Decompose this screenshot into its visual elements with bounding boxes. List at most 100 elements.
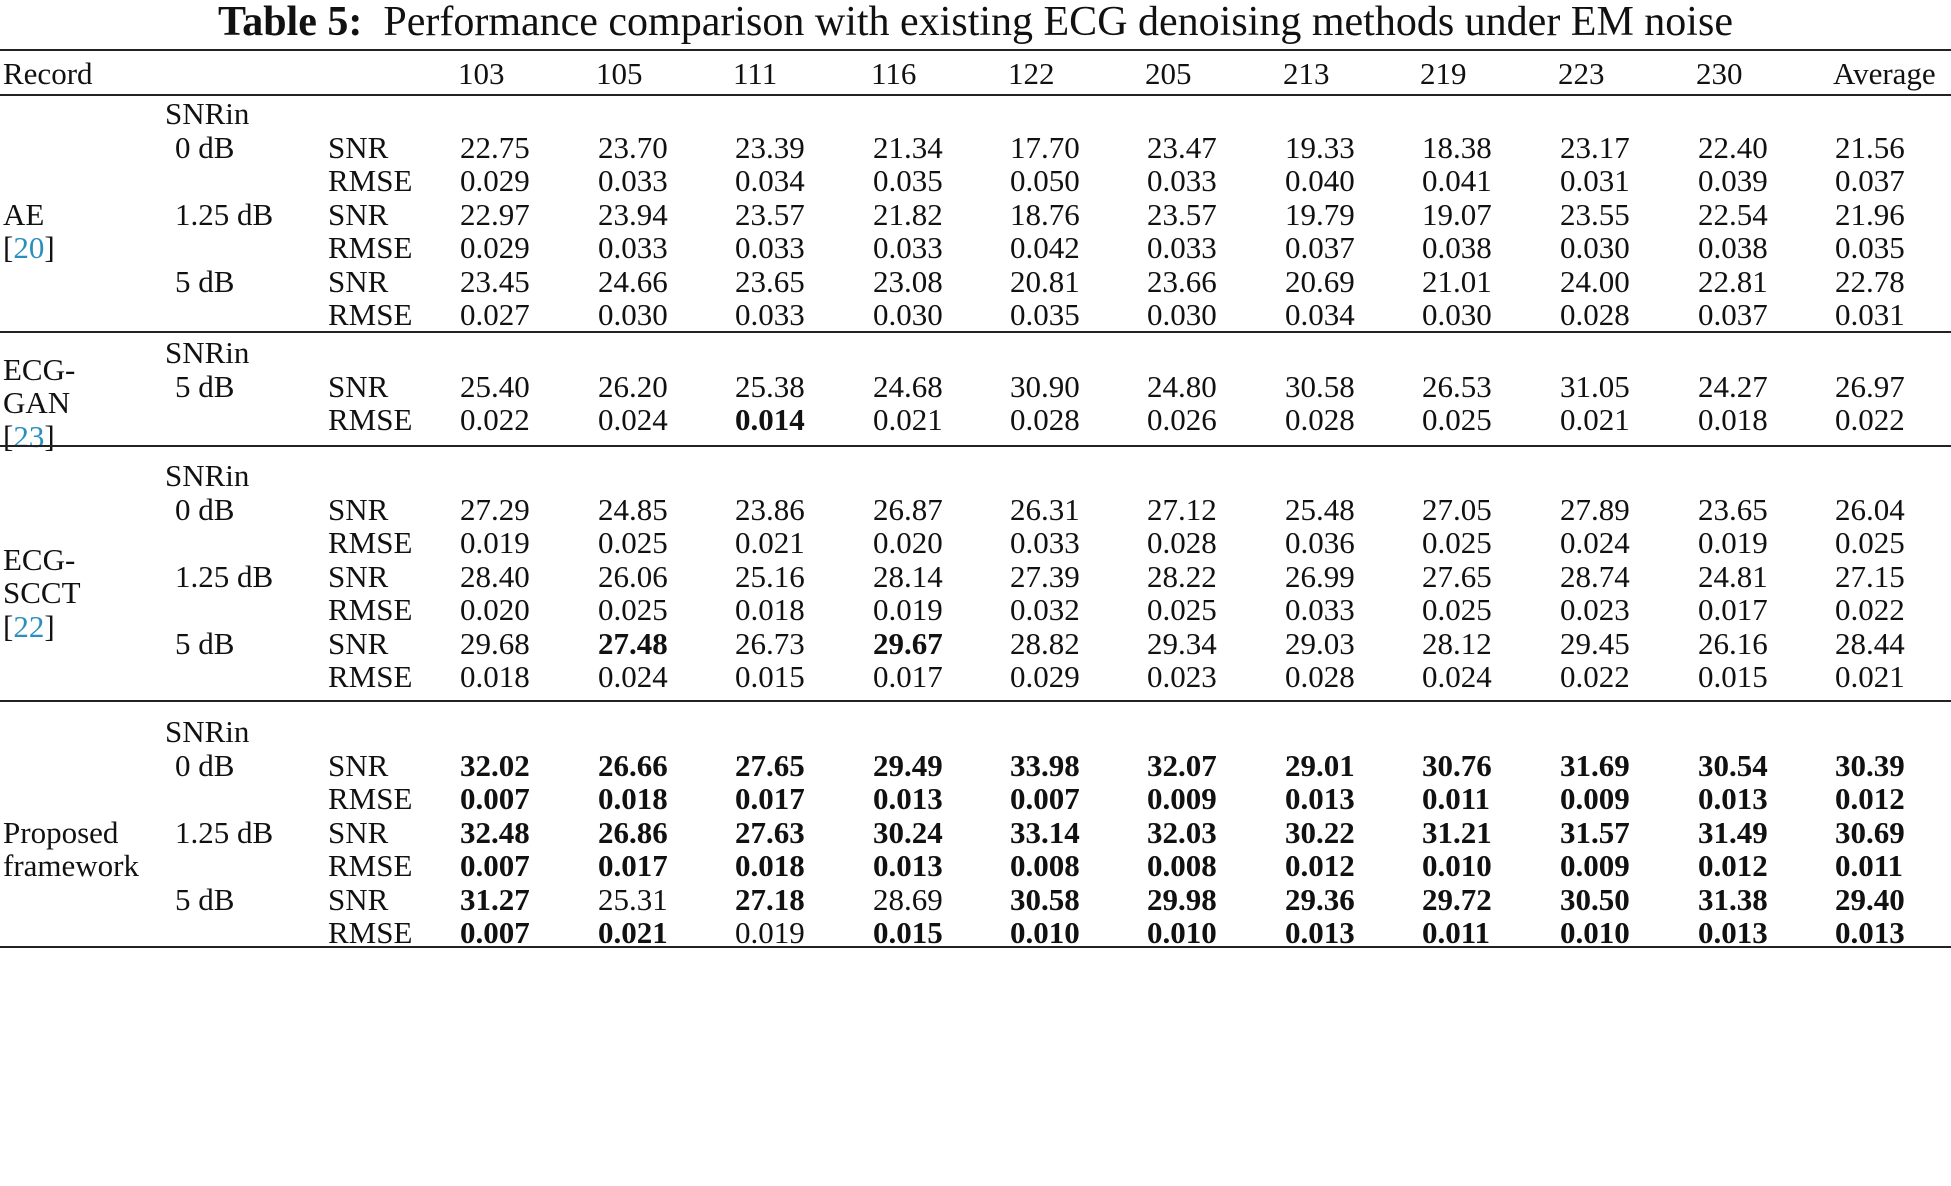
table-cell-value: 0.024 — [598, 402, 668, 437]
table-cell-value: 33.98 — [1010, 747, 1080, 783]
table-cell-value: 28.74 — [1560, 558, 1630, 594]
table-cell-value: 0.029 — [460, 230, 530, 265]
table-cell-value: 30.50 — [1560, 881, 1630, 917]
table-cell-value: 23.86 — [735, 491, 805, 527]
table-cell-value: 0.011 — [1422, 915, 1491, 950]
table-cell-value: 22.97 — [460, 196, 530, 232]
record-col-header: 230 — [1696, 56, 1743, 91]
table-cell-value: 32.03 — [1147, 814, 1217, 850]
record-col-header: 103 — [458, 56, 505, 91]
citation-link[interactable]: 20 — [13, 230, 45, 265]
table-cell-value: 0.023 — [1560, 592, 1630, 627]
table-cell-value: 0.009 — [1147, 781, 1217, 816]
table-cell-value: 0.041 — [1422, 163, 1492, 198]
group-rule — [0, 445, 1951, 447]
table-cell-value: 0.013 — [1698, 781, 1768, 816]
table-cell-value: 0.022 — [1560, 659, 1630, 694]
metric-label: SNR — [328, 747, 389, 783]
table-cell-value: 29.45 — [1560, 625, 1630, 661]
metric-label: SNR — [328, 881, 389, 917]
table-cell-value: 0.009 — [1560, 781, 1630, 816]
table-cell-value: 29.49 — [873, 747, 943, 783]
table-cell-value: 0.015 — [1698, 659, 1768, 694]
table-cell-value: 17.70 — [1010, 129, 1080, 165]
metric-label: SNR — [328, 558, 389, 594]
table-cell-value: 26.06 — [598, 558, 668, 594]
method-citation[interactable]: [20] — [3, 230, 55, 265]
table-cell-value: 0.028 — [1147, 525, 1217, 560]
table-cell-value: 0.018 — [735, 592, 805, 627]
table-cell-value: 29.36 — [1285, 881, 1355, 917]
table-cell-value: 0.011 — [1835, 848, 1904, 883]
metric-label: SNR — [328, 129, 389, 165]
record-col-header: 213 — [1283, 56, 1330, 91]
metric-label: SNR — [328, 368, 389, 404]
table-cell-value: 25.38 — [735, 368, 805, 404]
table-cell-value: 20.69 — [1285, 263, 1355, 299]
table-cell-value: 0.010 — [1422, 848, 1492, 883]
table-cell-value: 30.54 — [1698, 747, 1768, 783]
table-cell-value: 30.39 — [1835, 747, 1905, 783]
table-cell-value: 0.030 — [1147, 297, 1217, 332]
record-header: Record — [3, 56, 93, 91]
table-cell-value: 26.31 — [1010, 491, 1080, 527]
table-cell-value: 0.025 — [1147, 592, 1217, 627]
method-name: GAN — [3, 385, 71, 421]
metric-label: RMSE — [328, 230, 413, 265]
method-name: SCCT — [3, 575, 81, 611]
table-cell-value: 29.01 — [1285, 747, 1355, 783]
table-cell-value: 0.013 — [1835, 915, 1905, 950]
table-cell-value: 0.022 — [1835, 592, 1905, 627]
citation-link[interactable]: 22 — [13, 608, 45, 644]
table-cell-value: 0.017 — [873, 659, 943, 694]
table-cell-value: 23.70 — [598, 129, 668, 165]
method-name: ECG- — [3, 541, 76, 577]
metric-label: RMSE — [328, 402, 413, 437]
table-cell-value: 0.014 — [735, 402, 805, 437]
method-citation[interactable]: [23] — [3, 418, 55, 454]
snrin-label: SNRin — [165, 458, 250, 493]
table-cell-value: 25.31 — [598, 881, 668, 917]
table-cell-value: 20.81 — [1010, 263, 1080, 299]
table-cell-value: 0.050 — [1010, 163, 1080, 198]
method-name: ECG- — [3, 351, 76, 387]
table-cell-value: 0.037 — [1698, 297, 1768, 332]
method-citation[interactable]: [22] — [3, 608, 55, 644]
metric-label: RMSE — [328, 848, 413, 883]
table-cell-value: 31.05 — [1560, 368, 1630, 404]
table-cell-value: 18.76 — [1010, 196, 1080, 232]
table-cell-value: 28.12 — [1422, 625, 1492, 661]
table-cell-value: 30.76 — [1422, 747, 1492, 783]
citation-link[interactable]: 23 — [13, 418, 45, 454]
table-cell-value: 19.33 — [1285, 129, 1355, 165]
table-cell-value: 0.036 — [1285, 525, 1355, 560]
table-cell-value: 0.018 — [598, 781, 668, 816]
table-cell-value: 31.57 — [1560, 814, 1630, 850]
record-col-header: 105 — [596, 56, 643, 91]
table-cell-value: 0.018 — [460, 659, 530, 694]
table-cell-value: 25.16 — [735, 558, 805, 594]
snrin-label: SNRin — [165, 714, 250, 749]
snr-in-level: 5 dB — [175, 881, 235, 917]
table-cell-value: 28.22 — [1147, 558, 1217, 594]
metric-label: RMSE — [328, 659, 413, 694]
snr-in-level: 5 dB — [175, 263, 235, 299]
table-cell-value: 0.034 — [1285, 297, 1355, 332]
table-cell-value: 0.040 — [1285, 163, 1355, 198]
table-cell-value: 0.007 — [460, 781, 530, 816]
group-rule — [0, 700, 1951, 702]
table-cell-value: 28.82 — [1010, 625, 1080, 661]
table-cell-value: 23.94 — [598, 196, 668, 232]
table-cell-value: 0.021 — [598, 915, 668, 950]
table-cell-value: 0.012 — [1698, 848, 1768, 883]
table-cell-value: 22.54 — [1698, 196, 1768, 232]
table-cell-value: 28.44 — [1835, 625, 1905, 661]
table-cell-value: 0.033 — [735, 297, 805, 332]
table-cell-value: 27.18 — [735, 881, 805, 917]
table-cell-value: 29.34 — [1147, 625, 1217, 661]
table-cell-value: 0.033 — [1147, 230, 1217, 265]
table-cell-value: 0.013 — [1698, 915, 1768, 950]
table-cell-value: 0.031 — [1835, 297, 1905, 332]
snr-in-level: 5 dB — [175, 368, 235, 404]
table-cell-value: 0.021 — [1835, 659, 1905, 694]
